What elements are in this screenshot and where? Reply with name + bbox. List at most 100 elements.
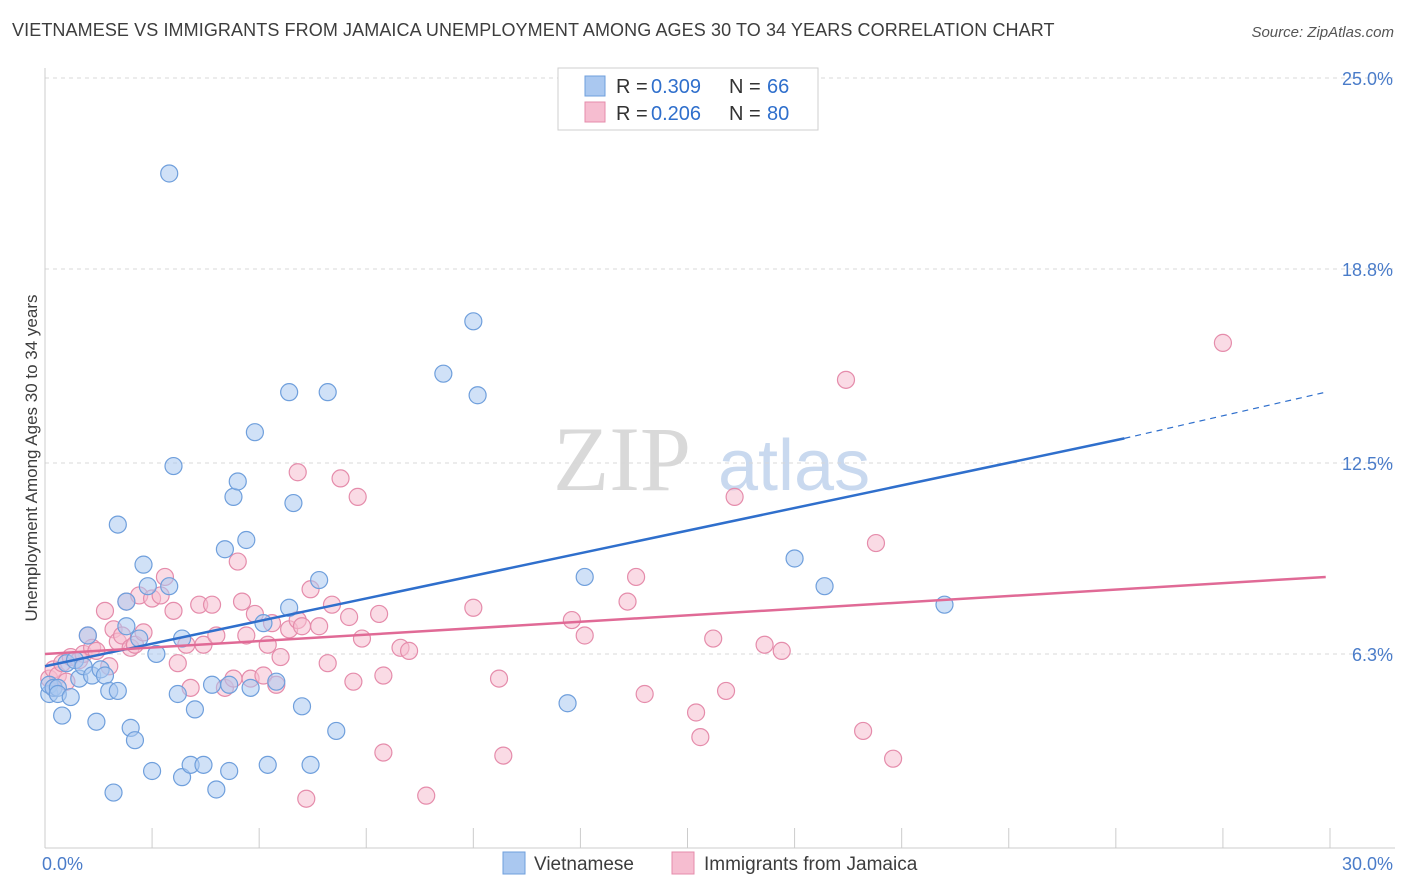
- legend-n-label-1: N =: [729, 76, 761, 98]
- data-point-jamaica: [417, 786, 436, 805]
- data-point-vietnamese: [254, 614, 273, 633]
- data-point-vietnamese: [134, 555, 153, 574]
- data-point-jamaica: [725, 487, 744, 506]
- bottom-legend: Vietnamese Immigrants from Jamaica: [502, 851, 918, 875]
- legend-r-label-1: R =: [616, 76, 648, 98]
- data-point-jamaica: [297, 789, 316, 808]
- data-point-vietnamese: [138, 577, 157, 596]
- data-point-vietnamese: [125, 731, 145, 750]
- data-point-jamaica: [883, 749, 903, 768]
- data-point-jamaica: [237, 626, 256, 645]
- data-point-vietnamese: [258, 755, 277, 774]
- data-point-vietnamese: [207, 780, 226, 799]
- data-point-vietnamese: [117, 592, 136, 611]
- data-point-vietnamese: [241, 678, 260, 697]
- data-point-vietnamese: [185, 700, 205, 719]
- data-point-vietnamese: [237, 530, 256, 550]
- data-point-jamaica: [562, 610, 581, 630]
- data-point-vietnamese: [280, 383, 299, 402]
- y-tick-label: 12.5%: [1342, 454, 1393, 474]
- data-point-jamaica: [344, 672, 363, 691]
- legend-n-value-2: 80: [767, 103, 789, 125]
- data-point-jamaica: [318, 654, 337, 673]
- series-jamaica-points: [40, 333, 1233, 808]
- y-axis-label: Unemployment Among Ages 30 to 34 years: [22, 295, 41, 622]
- y-tick-label: 25.0%: [1342, 69, 1393, 89]
- data-point-jamaica: [228, 552, 247, 571]
- data-point-jamaica: [331, 469, 350, 488]
- data-point-jamaica: [292, 617, 312, 636]
- data-point-jamaica: [626, 567, 646, 587]
- data-point-vietnamese: [280, 598, 299, 617]
- data-point-vietnamese: [575, 567, 594, 587]
- data-point-vietnamese: [468, 386, 487, 405]
- data-point-vietnamese: [224, 487, 243, 506]
- data-point-jamaica: [686, 703, 706, 722]
- data-point-jamaica: [288, 463, 307, 482]
- data-point-vietnamese: [87, 712, 106, 731]
- x-tick-label-min: 0.0%: [42, 854, 83, 874]
- data-point-jamaica: [854, 721, 873, 741]
- y-tick-label: 6.3%: [1352, 645, 1393, 665]
- legend-r-label-2: R =: [616, 103, 648, 125]
- data-point-jamaica: [258, 635, 277, 654]
- data-point-vietnamese: [202, 675, 222, 694]
- data-point-vietnamese: [142, 761, 162, 781]
- data-point-jamaica: [575, 626, 594, 645]
- axes: [44, 68, 1395, 849]
- data-point-vietnamese: [327, 721, 346, 741]
- data-point-jamaica: [340, 607, 359, 627]
- data-point-vietnamese: [164, 456, 183, 476]
- x-tick-labels: 0.0% 30.0%: [42, 854, 1393, 874]
- data-point-jamaica: [95, 601, 115, 620]
- data-point-vietnamese: [815, 577, 834, 596]
- data-point-jamaica: [232, 592, 252, 611]
- data-point-vietnamese: [108, 681, 127, 701]
- data-point-vietnamese: [61, 687, 80, 707]
- data-point-jamaica: [635, 684, 654, 704]
- data-point-vietnamese: [172, 768, 192, 787]
- trend-line-vietnamese-extension: [1124, 391, 1326, 439]
- data-point-vietnamese: [785, 549, 804, 568]
- y-tick-labels: 6.3% 12.5% 18.8% 25.0%: [1342, 69, 1393, 665]
- data-point-vietnamese: [245, 423, 264, 442]
- data-point-vietnamese: [558, 694, 577, 713]
- data-point-jamaica: [310, 617, 329, 636]
- data-point-jamaica: [164, 601, 183, 620]
- data-point-vietnamese: [228, 472, 247, 491]
- watermark-atlas: atlas: [718, 426, 870, 506]
- data-point-vietnamese: [464, 312, 483, 331]
- data-point-vietnamese: [267, 672, 286, 691]
- data-point-jamaica: [691, 728, 710, 747]
- data-point-vietnamese: [301, 755, 320, 774]
- data-point-vietnamese: [168, 684, 187, 704]
- data-point-vietnamese: [220, 761, 239, 781]
- data-point-jamaica: [618, 592, 637, 611]
- data-point-jamaica: [168, 654, 187, 673]
- data-point-jamaica: [399, 641, 419, 660]
- data-point-jamaica: [836, 370, 856, 389]
- data-point-jamaica: [704, 629, 723, 648]
- legend: R = 0.309 N = 66 R = 0.206 N = 80: [557, 67, 819, 131]
- data-point-vietnamese: [78, 626, 97, 645]
- bottom-legend-swatch-jamaica: [671, 851, 695, 875]
- data-point-vietnamese: [292, 697, 312, 716]
- data-point-jamaica: [202, 595, 222, 614]
- data-point-vietnamese: [160, 164, 179, 183]
- data-point-vietnamese: [434, 364, 453, 383]
- data-point-jamaica: [494, 746, 513, 765]
- data-point-vietnamese: [104, 783, 123, 802]
- data-point-vietnamese: [284, 493, 303, 513]
- trend-line-vietnamese: [44, 437, 1125, 668]
- chart-source: Source: ZipAtlas.com: [1251, 24, 1394, 41]
- legend-n-label-2: N =: [729, 103, 761, 125]
- data-point-vietnamese: [147, 644, 166, 664]
- legend-r-value-1: 0.309: [651, 76, 701, 98]
- data-point-jamaica: [716, 681, 736, 701]
- data-point-vietnamese: [117, 617, 136, 636]
- grid-lines: [45, 77, 1395, 655]
- data-point-vietnamese: [318, 383, 337, 402]
- data-point-vietnamese: [194, 755, 213, 774]
- data-point-vietnamese: [53, 706, 72, 725]
